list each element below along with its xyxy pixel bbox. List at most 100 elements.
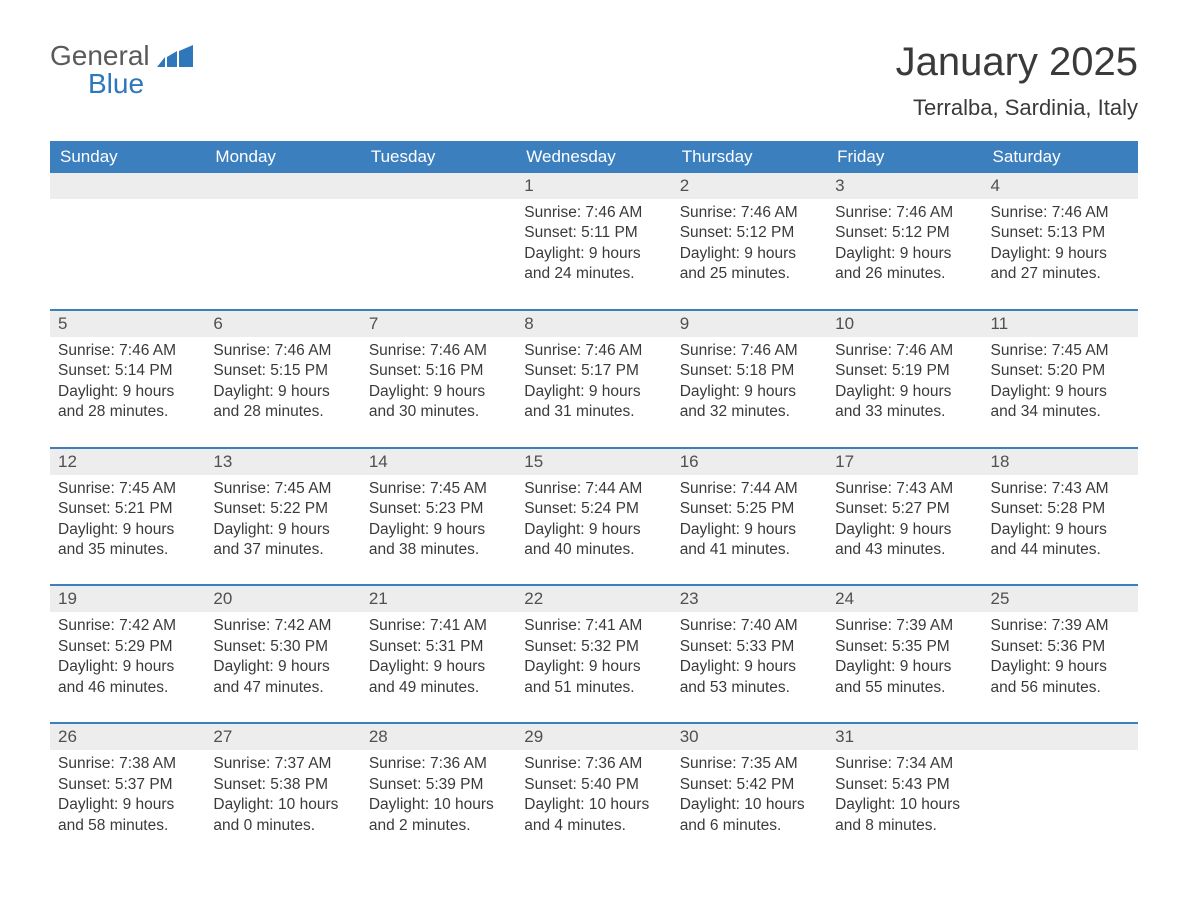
sunset-line: Sunset: 5:12 PM bbox=[835, 223, 974, 243]
daylight-line: Daylight: 9 hours and 47 minutes. bbox=[213, 657, 352, 698]
day-body: Sunrise: 7:46 AMSunset: 5:13 PMDaylight:… bbox=[983, 199, 1138, 309]
sunrise-line: Sunrise: 7:46 AM bbox=[524, 203, 663, 223]
daylight-line: Daylight: 9 hours and 30 minutes. bbox=[369, 382, 508, 423]
sunrise-line: Sunrise: 7:39 AM bbox=[835, 616, 974, 636]
sunset-line: Sunset: 5:32 PM bbox=[524, 637, 663, 657]
daylight-line: Daylight: 9 hours and 37 minutes. bbox=[213, 520, 352, 561]
day-header: Monday bbox=[205, 141, 360, 173]
calendar-cell: 13Sunrise: 7:45 AMSunset: 5:22 PMDayligh… bbox=[205, 448, 360, 586]
calendar-cell: 11Sunrise: 7:45 AMSunset: 5:20 PMDayligh… bbox=[983, 310, 1138, 448]
calendar-cell: 21Sunrise: 7:41 AMSunset: 5:31 PMDayligh… bbox=[361, 585, 516, 723]
day-body: Sunrise: 7:40 AMSunset: 5:33 PMDaylight:… bbox=[672, 612, 827, 722]
sunrise-line: Sunrise: 7:43 AM bbox=[991, 479, 1130, 499]
day-header: Sunday bbox=[50, 141, 205, 173]
day-number: 24 bbox=[827, 586, 982, 612]
calendar-cell: 15Sunrise: 7:44 AMSunset: 5:24 PMDayligh… bbox=[516, 448, 671, 586]
day-number: 18 bbox=[983, 449, 1138, 475]
calendar-cell: 23Sunrise: 7:40 AMSunset: 5:33 PMDayligh… bbox=[672, 585, 827, 723]
sunset-line: Sunset: 5:24 PM bbox=[524, 499, 663, 519]
calendar-cell: 28Sunrise: 7:36 AMSunset: 5:39 PMDayligh… bbox=[361, 723, 516, 860]
calendar-cell: 6Sunrise: 7:46 AMSunset: 5:15 PMDaylight… bbox=[205, 310, 360, 448]
day-body: Sunrise: 7:44 AMSunset: 5:24 PMDaylight:… bbox=[516, 475, 671, 585]
calendar-cell bbox=[983, 723, 1138, 860]
calendar-cell bbox=[361, 173, 516, 310]
day-number: 9 bbox=[672, 311, 827, 337]
calendar-week: 12Sunrise: 7:45 AMSunset: 5:21 PMDayligh… bbox=[50, 448, 1138, 586]
day-body bbox=[205, 199, 360, 299]
day-body: Sunrise: 7:43 AMSunset: 5:27 PMDaylight:… bbox=[827, 475, 982, 585]
calendar-cell: 27Sunrise: 7:37 AMSunset: 5:38 PMDayligh… bbox=[205, 723, 360, 860]
daylight-line: Daylight: 9 hours and 28 minutes. bbox=[213, 382, 352, 423]
sunset-line: Sunset: 5:37 PM bbox=[58, 775, 197, 795]
sunset-line: Sunset: 5:35 PM bbox=[835, 637, 974, 657]
calendar-cell: 4Sunrise: 7:46 AMSunset: 5:13 PMDaylight… bbox=[983, 173, 1138, 310]
sunset-line: Sunset: 5:40 PM bbox=[524, 775, 663, 795]
sunrise-line: Sunrise: 7:40 AM bbox=[680, 616, 819, 636]
day-number: 8 bbox=[516, 311, 671, 337]
daylight-line: Daylight: 9 hours and 41 minutes. bbox=[680, 520, 819, 561]
logo-word1: General bbox=[50, 40, 150, 71]
day-number bbox=[50, 173, 205, 199]
day-number: 1 bbox=[516, 173, 671, 199]
calendar-cell bbox=[205, 173, 360, 310]
day-body: Sunrise: 7:45 AMSunset: 5:22 PMDaylight:… bbox=[205, 475, 360, 585]
daylight-line: Daylight: 9 hours and 44 minutes. bbox=[991, 520, 1130, 561]
calendar-table: SundayMondayTuesdayWednesdayThursdayFrid… bbox=[50, 141, 1138, 860]
calendar-week: 5Sunrise: 7:46 AMSunset: 5:14 PMDaylight… bbox=[50, 310, 1138, 448]
sunrise-line: Sunrise: 7:35 AM bbox=[680, 754, 819, 774]
calendar-cell: 7Sunrise: 7:46 AMSunset: 5:16 PMDaylight… bbox=[361, 310, 516, 448]
sunrise-line: Sunrise: 7:46 AM bbox=[524, 341, 663, 361]
month-title: January 2025 bbox=[896, 40, 1138, 85]
calendar-cell: 14Sunrise: 7:45 AMSunset: 5:23 PMDayligh… bbox=[361, 448, 516, 586]
day-header: Tuesday bbox=[361, 141, 516, 173]
day-number: 10 bbox=[827, 311, 982, 337]
day-body bbox=[983, 750, 1138, 850]
day-number: 17 bbox=[827, 449, 982, 475]
day-body: Sunrise: 7:35 AMSunset: 5:42 PMDaylight:… bbox=[672, 750, 827, 860]
day-number: 12 bbox=[50, 449, 205, 475]
day-number: 19 bbox=[50, 586, 205, 612]
sunrise-line: Sunrise: 7:38 AM bbox=[58, 754, 197, 774]
day-header: Thursday bbox=[672, 141, 827, 173]
daylight-line: Daylight: 9 hours and 40 minutes. bbox=[524, 520, 663, 561]
daylight-line: Daylight: 10 hours and 6 minutes. bbox=[680, 795, 819, 836]
day-number: 2 bbox=[672, 173, 827, 199]
sunset-line: Sunset: 5:16 PM bbox=[369, 361, 508, 381]
day-body: Sunrise: 7:46 AMSunset: 5:14 PMDaylight:… bbox=[50, 337, 205, 447]
sunset-line: Sunset: 5:43 PM bbox=[835, 775, 974, 795]
calendar-week: 19Sunrise: 7:42 AMSunset: 5:29 PMDayligh… bbox=[50, 585, 1138, 723]
day-body: Sunrise: 7:41 AMSunset: 5:32 PMDaylight:… bbox=[516, 612, 671, 722]
sunrise-line: Sunrise: 7:46 AM bbox=[991, 203, 1130, 223]
day-number: 14 bbox=[361, 449, 516, 475]
day-body: Sunrise: 7:36 AMSunset: 5:39 PMDaylight:… bbox=[361, 750, 516, 860]
header: General Blue January 2025 Terralba, Sard… bbox=[50, 40, 1138, 133]
location: Terralba, Sardinia, Italy bbox=[896, 95, 1138, 121]
day-header: Saturday bbox=[983, 141, 1138, 173]
calendar-cell: 31Sunrise: 7:34 AMSunset: 5:43 PMDayligh… bbox=[827, 723, 982, 860]
sunset-line: Sunset: 5:25 PM bbox=[680, 499, 819, 519]
daylight-line: Daylight: 9 hours and 34 minutes. bbox=[991, 382, 1130, 423]
calendar-week: 1Sunrise: 7:46 AMSunset: 5:11 PMDaylight… bbox=[50, 173, 1138, 310]
sunset-line: Sunset: 5:17 PM bbox=[524, 361, 663, 381]
day-body: Sunrise: 7:42 AMSunset: 5:29 PMDaylight:… bbox=[50, 612, 205, 722]
day-body: Sunrise: 7:46 AMSunset: 5:18 PMDaylight:… bbox=[672, 337, 827, 447]
day-body bbox=[50, 199, 205, 299]
daylight-line: Daylight: 10 hours and 4 minutes. bbox=[524, 795, 663, 836]
sunset-line: Sunset: 5:29 PM bbox=[58, 637, 197, 657]
sunrise-line: Sunrise: 7:45 AM bbox=[991, 341, 1130, 361]
daylight-line: Daylight: 9 hours and 28 minutes. bbox=[58, 382, 197, 423]
sunrise-line: Sunrise: 7:45 AM bbox=[58, 479, 197, 499]
calendar-cell: 8 Sunrise: 7:46 AMSunset: 5:17 PMDaylight… bbox=[516, 310, 671, 448]
sunset-line: Sunset: 5:31 PM bbox=[369, 637, 508, 657]
day-body: Sunrise: 7:34 AMSunset: 5:43 PMDaylight:… bbox=[827, 750, 982, 860]
day-number: 16 bbox=[672, 449, 827, 475]
daylight-line: Daylight: 9 hours and 31 minutes. bbox=[524, 382, 663, 423]
calendar-cell: 2Sunrise: 7:46 AMSunset: 5:12 PMDaylight… bbox=[672, 173, 827, 310]
day-body: Sunrise: 7:43 AMSunset: 5:28 PMDaylight:… bbox=[983, 475, 1138, 585]
calendar-body: 1Sunrise: 7:46 AMSunset: 5:11 PMDaylight… bbox=[50, 173, 1138, 860]
calendar-cell: 16Sunrise: 7:44 AMSunset: 5:25 PMDayligh… bbox=[672, 448, 827, 586]
sunrise-line: Sunrise: 7:44 AM bbox=[524, 479, 663, 499]
daylight-line: Daylight: 9 hours and 38 minutes. bbox=[369, 520, 508, 561]
day-number: 4 bbox=[983, 173, 1138, 199]
sunset-line: Sunset: 5:42 PM bbox=[680, 775, 819, 795]
